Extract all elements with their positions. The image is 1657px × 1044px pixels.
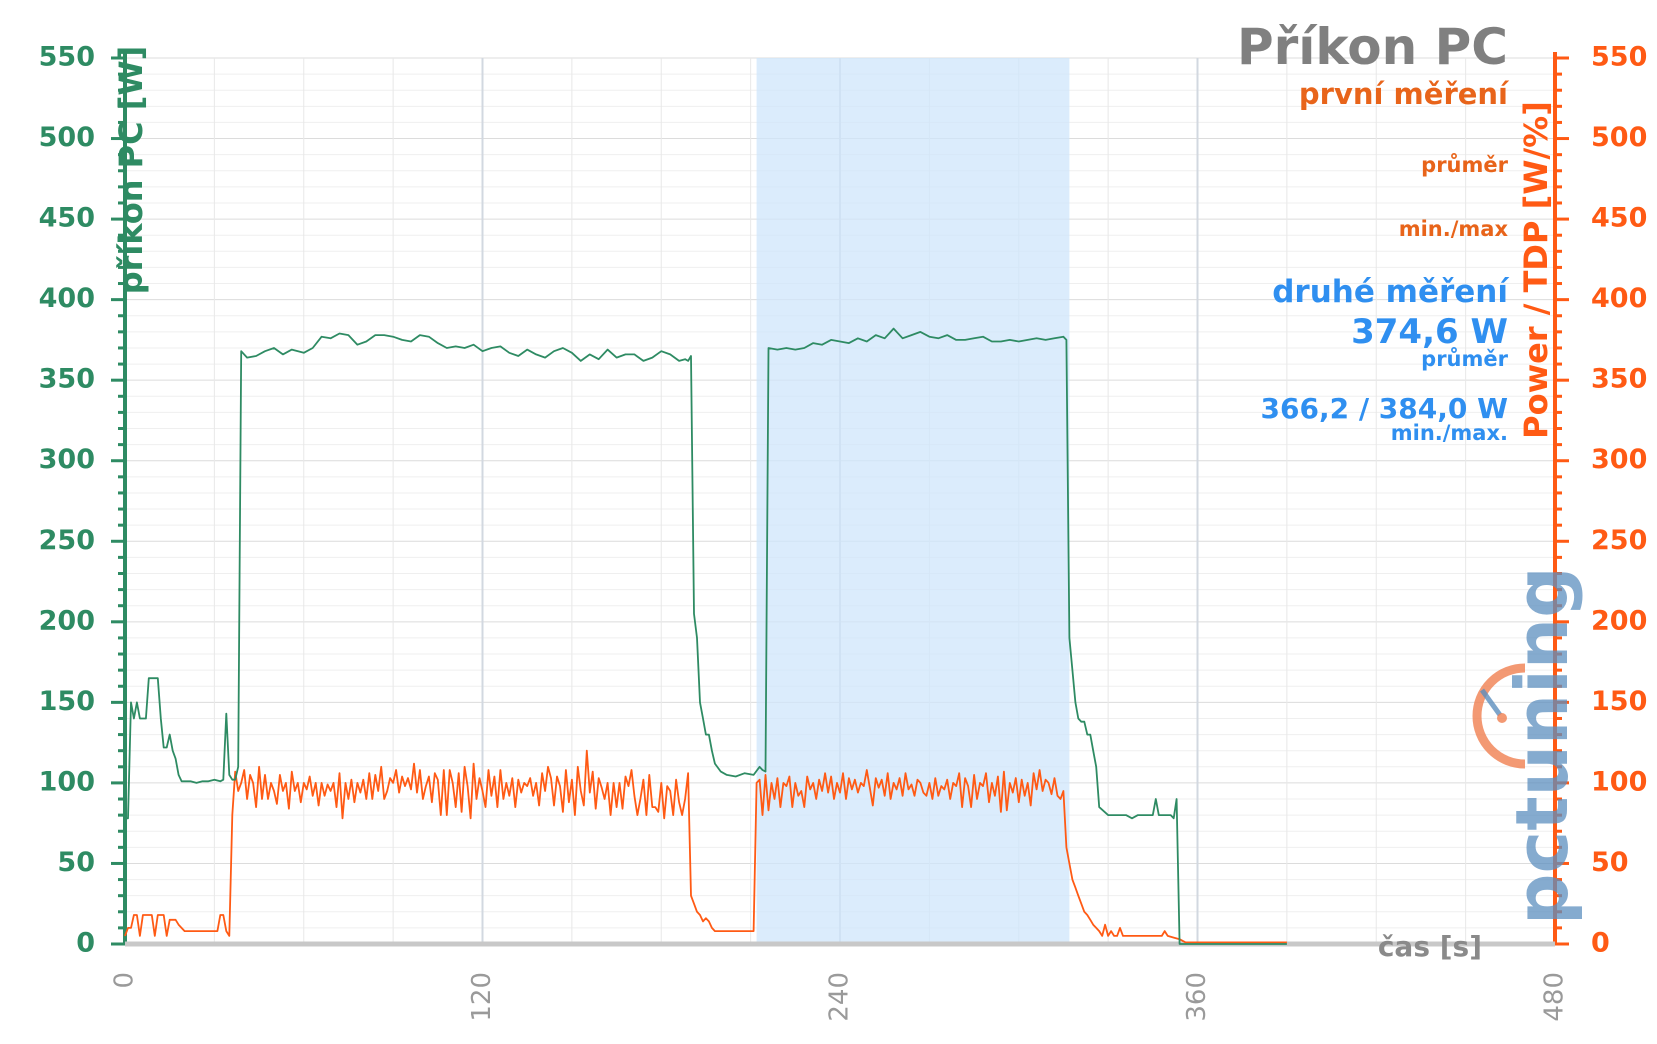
highlight-band: [756, 58, 1070, 944]
y-tick-right: 550: [1591, 42, 1647, 73]
y-tick-right: 250: [1591, 525, 1647, 556]
second-avg-value: 374,6 W: [1351, 312, 1508, 352]
second-minmax-value: 366,2 / 384,0 W: [1261, 392, 1509, 425]
y-tick-right: 450: [1591, 203, 1647, 234]
x-tick: 120: [467, 972, 497, 1022]
y-tick-left: 300: [39, 444, 95, 475]
logo-text: pctuning: [1500, 566, 1584, 925]
y-tick-left: 250: [39, 525, 95, 556]
y-axis-left-label: příkon PC [W]: [112, 46, 150, 295]
series-line-power-tdp: [124, 749, 1287, 944]
y-tick-left: 200: [39, 605, 95, 636]
y-tick-left: 400: [39, 283, 95, 314]
x-tick: 240: [825, 972, 855, 1022]
y-tick-left: 150: [39, 686, 95, 717]
y-tick-right: 350: [1591, 364, 1647, 395]
gauge-icon: [1472, 663, 1526, 769]
x-tick: 480: [1540, 972, 1570, 1022]
y-tick-right: 100: [1591, 766, 1647, 797]
first-avg-caption: průměr: [1421, 153, 1508, 177]
y-tick-left: 350: [39, 364, 95, 395]
y-tick-left: 0: [76, 928, 95, 959]
series-group: [124, 327, 1287, 945]
x-tick: 0: [110, 972, 140, 989]
axes: [111, 52, 1569, 947]
x-tick: 360: [1182, 972, 1212, 1022]
y-tick-right: 400: [1591, 283, 1647, 314]
series-line-pc-power: [125, 327, 1287, 945]
x-axis-label: čas [s]: [1378, 930, 1482, 963]
y-axis-right-label: Power / TDP [W/%]: [1517, 101, 1555, 439]
first-minmax-caption: min./max: [1399, 217, 1509, 241]
second-minmax-caption: min./max.: [1391, 421, 1508, 445]
y-tick-right: 150: [1591, 686, 1647, 717]
y-tick-right: 300: [1591, 444, 1647, 475]
y-tick-left: 500: [39, 122, 95, 153]
second-avg-caption: průměr: [1421, 347, 1508, 371]
y-tick-right: 200: [1591, 605, 1647, 636]
y-tick-right: 50: [1591, 847, 1629, 878]
y-tick-left: 450: [39, 203, 95, 234]
first-measurement-label: první měření: [1299, 77, 1510, 111]
y-tick-left: 550: [39, 42, 95, 73]
y-tick-right: 500: [1591, 122, 1647, 153]
chart-title: Příkon PC: [1237, 18, 1508, 76]
second-measurement-label: druhé měření: [1272, 274, 1509, 310]
y-tick-left: 50: [57, 847, 95, 878]
y-tick-right: 0: [1591, 928, 1610, 959]
y-tick-left: 100: [39, 766, 95, 797]
pctuning-logo: pctuning: [1472, 566, 1584, 925]
